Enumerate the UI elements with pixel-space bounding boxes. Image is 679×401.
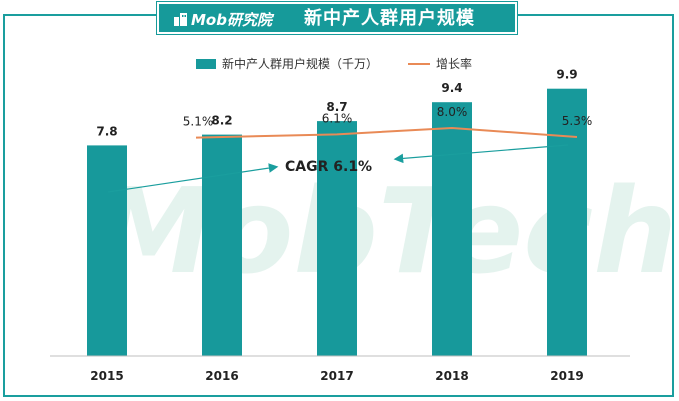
bar-2019 <box>547 88 587 356</box>
legend-label-bar: 新中产人群用户规模（千万） <box>222 57 379 71</box>
x-tick-label-2015: 2015 <box>90 369 123 383</box>
cagr-annotation: CAGR 6.1% <box>107 144 569 193</box>
legend: 新中产人群用户规模（千万） 增长率 <box>196 55 472 72</box>
x-tick-label-2017: 2017 <box>320 369 353 383</box>
x-axis-ticks: 2015 2016 2017 2018 2019 <box>90 369 583 383</box>
cagr-arrow-left <box>107 163 279 193</box>
bar-label-2017: 8.7 <box>326 100 347 114</box>
title-banner: Mob研究院 新中产人群用户规模 <box>157 2 517 34</box>
bar-label-2015: 7.8 <box>96 124 117 138</box>
bar-label-2018: 9.4 <box>441 81 462 95</box>
line-label-2019: 5.3% <box>562 114 593 128</box>
line-label-2016: 5.1% <box>183 115 214 129</box>
brand-text: Mob研究院 <box>191 10 272 29</box>
watermark: MobTech <box>95 162 677 300</box>
bar-2016 <box>202 134 242 356</box>
bar-2017 <box>317 121 357 356</box>
legend-bar-swatch <box>196 58 216 69</box>
line-label-2017: 6.1% <box>322 111 353 125</box>
line-label-2018: 8.0% <box>437 105 468 119</box>
building-icon <box>174 13 187 26</box>
x-tick-label-2019: 2019 <box>550 369 583 383</box>
growth-line-series: 5.1% 6.1% 8.0% 5.3% <box>183 105 593 139</box>
legend-label-line: 增长率 <box>436 57 473 71</box>
page-title: 新中产人群用户规模 <box>304 8 475 29</box>
growth-line <box>195 126 578 139</box>
bar-label-2019: 9.9 <box>556 68 577 82</box>
cagr-arrow-right <box>393 144 569 164</box>
bar-2018 <box>432 102 472 356</box>
x-tick-label-2016: 2016 <box>205 369 238 383</box>
x-tick-label-2018: 2018 <box>435 369 468 383</box>
bar-label-2016: 8.2 <box>211 114 232 128</box>
legend-line-swatch <box>408 62 431 65</box>
brand-logo: Mob研究院 <box>173 8 272 30</box>
bar-2015 <box>87 145 127 356</box>
bar-series: 7.8 8.2 8.7 9.4 9.9 <box>87 68 587 356</box>
cagr-label: CAGR 6.1% <box>285 159 372 175</box>
